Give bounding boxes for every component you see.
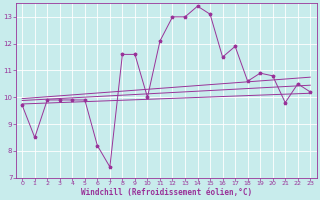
X-axis label: Windchill (Refroidissement éolien,°C): Windchill (Refroidissement éolien,°C) [81, 188, 252, 197]
